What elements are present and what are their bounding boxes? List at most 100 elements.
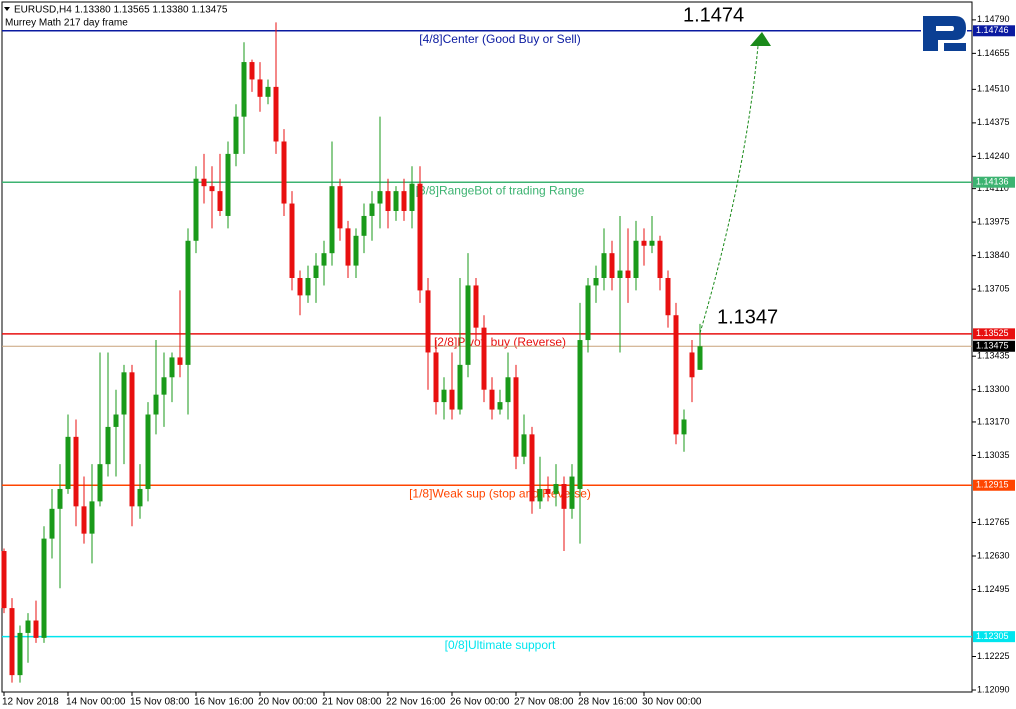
candle-body [561,484,567,509]
candle-body [385,191,391,211]
candle-body [457,364,463,410]
candle-body [161,377,167,395]
x-tick-label: 22 Nov 16:00 [386,697,446,708]
candle-body [201,178,207,187]
candle-body [113,414,119,427]
candle-body [121,372,127,415]
y-tick-label: 1.13975 [977,217,1010,227]
candle-body [353,235,359,266]
candle-body [97,464,103,502]
chart-title: EURUSD,H4 1.13380 1.13565 1.13380 1.1347… [14,5,228,16]
candle-body [537,488,543,502]
candle-body [185,240,191,365]
y-tick-label: 1.13840 [977,250,1010,260]
bid-tag-label: 1.13475 [976,341,1009,351]
candle-body [401,191,407,211]
candle-body [529,434,535,502]
candle-body [265,86,271,97]
candle-body [441,389,447,403]
level-label: [2/8]Pivot, buy (Reverse) [434,335,566,349]
candle-body [425,290,431,353]
candle-body [449,389,455,410]
candles [1,22,703,683]
arrow-head [750,32,771,46]
candle-body [481,327,487,390]
level-label: [0/8]Ultimate support [445,638,556,652]
candle-body [377,191,383,204]
candle-body [257,79,263,97]
candle-body [569,476,575,509]
candle-body [393,191,399,211]
candle-body [57,488,63,509]
candle-body [217,191,223,211]
candle-body [545,488,551,494]
price-tag-label: 1.12915 [976,480,1009,490]
candle-body [361,215,367,236]
candle-body [137,488,143,507]
x-tick-label: 16 Nov 16:00 [194,697,254,708]
candle-body [105,426,111,465]
candle-body [505,377,511,403]
candle-body [593,278,599,286]
forecast-arrow [699,45,759,334]
candle-body [665,278,671,316]
candle-body [89,501,95,534]
candle-body [577,340,583,489]
candle-body [1,551,7,609]
x-tick-label: 27 Nov 08:00 [514,697,574,708]
price-tag [973,631,1015,643]
price-tag-label: 1.14136 [976,177,1009,187]
candle-body [249,62,255,80]
x-tick-label: 26 Nov 00:00 [450,697,510,708]
level-label: [1/8]Weak sup (stop and Reverse) [409,486,591,500]
x-tick-label: 12 Nov 2018 [2,697,59,708]
x-tick-label: 28 Nov 16:00 [578,697,638,708]
y-tick-label: 1.14655 [977,48,1010,58]
candle-body [489,389,495,410]
candle-body [49,508,55,539]
candle-body [625,270,631,278]
candle-body [697,346,703,370]
x-tick-label: 15 Nov 08:00 [130,697,190,708]
candle-body [553,484,559,494]
x-tick-label: 21 Nov 08:00 [322,697,382,708]
candle-body [145,414,151,489]
candle-body [281,141,287,204]
y-tick-label: 1.12765 [977,517,1010,527]
annotation: 1.1347 [717,306,778,328]
level-label: [3/8]RangeBot of trading Range [416,183,585,197]
candle-body [273,86,279,142]
y-tick-label: 1.12090 [977,684,1010,694]
candle-body [433,352,439,403]
y-tick-label: 1.12225 [977,651,1010,661]
candle-body [65,436,71,489]
candle-body [465,285,471,365]
candle-body [297,278,303,296]
y-tick-label: 1.13035 [977,450,1010,460]
y-tick-label: 1.14375 [977,117,1010,127]
candle-body [177,357,183,365]
candle-body [17,632,23,676]
candle-body [305,278,311,296]
axes: 1.14790 1.14655 1.14510 1.14375 1.14240 1.141… [2,14,1015,708]
x-tick-label: 14 Nov 00:00 [66,697,126,708]
candle-body [369,203,375,216]
candle-body [337,186,343,229]
candle-body [689,352,695,378]
y-tick-label: 1.13170 [977,416,1010,426]
candle-body [209,186,215,192]
y-tick-label: 1.14240 [977,151,1010,161]
candle-body [641,240,647,246]
candle-body [681,419,687,435]
candle-body [225,153,231,216]
logo [921,13,967,53]
candle-body [497,402,503,410]
candle-body [321,253,327,266]
plot-frame [1,1,973,693]
candle-body [601,253,607,278]
candle-body [233,116,239,154]
candle-body [289,203,295,278]
candle-body [649,240,655,246]
candle-body [609,253,615,278]
